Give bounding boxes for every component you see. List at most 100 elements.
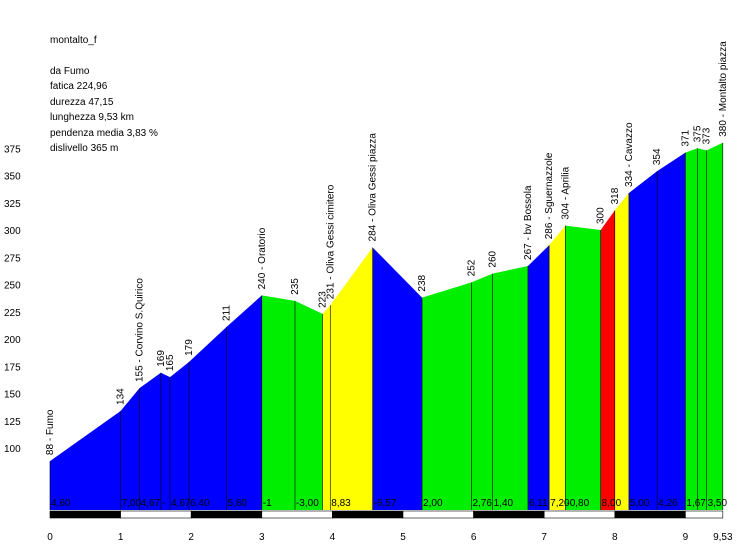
elevation-labels: 88 - Fumo 134 155 - Corvino S.Quirico 16916… [45, 41, 729, 455]
segment-fill [120, 388, 140, 510]
grade-label: 5,00 [630, 498, 650, 509]
segment-fill [492, 265, 528, 510]
segment-fill [189, 327, 227, 510]
grade-label: 3,50 [708, 498, 728, 509]
x-tick-label: 0 [47, 532, 53, 543]
segment-dividers [49, 142, 724, 510]
grade-label: 5,80 [228, 498, 248, 509]
grade-label: - [162, 498, 165, 509]
elevation-label: 334 - Cavazzo [624, 122, 635, 187]
y-tick-label: 175 [4, 362, 21, 373]
elevation-label: 375 [692, 125, 703, 142]
x-tick-label: 2 [188, 532, 194, 543]
segment-fill [226, 295, 262, 510]
elevation-label: 179 [184, 339, 195, 356]
x-tick-label: 5 [400, 532, 406, 543]
km-scale-segment [120, 510, 192, 519]
grade-label: 4,60 [51, 498, 71, 509]
elevation-label: 286 - Sguernazzole [544, 152, 555, 239]
grade-label: 7,20 [550, 498, 570, 509]
segment-fill [322, 305, 331, 510]
x-axis-ticks: 0 1 2 3 4 5 6 7 8 9 9,53 [47, 532, 733, 543]
x-tick-label: 6 [471, 532, 477, 543]
lunghezza-value: lunghezza 9,53 km [50, 112, 134, 123]
segment-fill [706, 142, 723, 511]
y-tick-label: 350 [4, 172, 21, 183]
elevation-label: 380 - Montalto piazza [718, 41, 729, 137]
grade-label: 1,67 [686, 498, 706, 509]
grade-label: 2,76 [472, 498, 492, 509]
km-scale-segment [402, 510, 474, 519]
elevation-label: 373 [702, 127, 713, 144]
elevation-label: 235 [290, 278, 301, 295]
info-block: montalto_f da Fumo fatica 224,96 durezza… [50, 33, 158, 157]
elevation-label: 318 [610, 187, 621, 204]
y-tick-label: 100 [4, 444, 21, 455]
km-scale-segment [49, 510, 121, 519]
segment-fill [372, 247, 423, 510]
km-scale-segment [190, 510, 263, 519]
x-tick-label: 3 [259, 532, 265, 543]
elevation-label: 223 [318, 291, 329, 308]
segment-fill [600, 210, 615, 510]
segment-fill [261, 295, 295, 510]
y-tick-label: 200 [4, 335, 21, 346]
segment-fill [628, 171, 658, 510]
km-scale-segment [614, 510, 686, 519]
grade-label: 2,00 [423, 498, 443, 509]
durezza-value: durezza 47,15 [50, 96, 114, 108]
y-tick-label: 125 [4, 417, 21, 428]
grade-label: -6,57 [374, 498, 397, 509]
segment-fill [50, 410, 121, 510]
segment-fill [614, 192, 629, 510]
segment-fill [657, 152, 686, 511]
elevation-label: 238 [417, 274, 428, 291]
segment-fill [330, 247, 373, 510]
pendenza-value: pendenza media 3,83 % [50, 127, 158, 139]
x-tick-label: 9,53 [713, 532, 733, 543]
elevation-label: 371 [680, 129, 691, 146]
dislivello-value: dislivello 365 m [50, 143, 119, 154]
grade-label: -3,00 [296, 498, 319, 509]
y-tick-label: 325 [4, 199, 21, 210]
elevation-label: 300 [596, 207, 607, 224]
grade-label: 8,83 [331, 498, 351, 509]
grade-label: 7,00 [122, 498, 142, 509]
elevation-label: 267 - bv Bossola [523, 185, 534, 260]
elevation-label: 354 [652, 148, 663, 165]
y-tick-label: 150 [4, 390, 21, 401]
grade-label: -0,80 [566, 498, 589, 509]
segment-fill [471, 273, 493, 510]
segment-fill [294, 300, 323, 510]
y-tick-label: 275 [4, 253, 21, 264]
km-scale-segment [473, 510, 545, 519]
km-scale-segment [543, 510, 616, 519]
segment-fill [565, 225, 601, 510]
elevation-label: 304 - Aprilia [560, 166, 571, 219]
x-tick-label: 7 [541, 532, 547, 543]
x-tick-label: 4 [330, 532, 336, 543]
start-location: da Fumo [50, 65, 90, 77]
segment-fill [685, 148, 698, 510]
elevation-label: 169 [156, 350, 167, 367]
elevation-label: 284 - Oliva Gessi piazza [368, 133, 379, 242]
segment-fills [50, 142, 723, 511]
segment-fill [527, 245, 550, 510]
fatica-value: fatica 224,96 [50, 81, 108, 92]
y-axis-ticks: 100 125 150 175 200 225 250 275 300 325 350 375 [4, 144, 21, 455]
elevation-label: 240 - Oratorio [257, 227, 268, 289]
chart-title: montalto_f [50, 35, 97, 46]
grade-label: 8,00 [602, 498, 622, 509]
grade-label: 4,26 [658, 498, 678, 509]
segment-fill [697, 148, 707, 510]
y-tick-label: 300 [4, 226, 21, 237]
grade-label: 4,67 [141, 498, 161, 509]
elevation-label: 155 - Corvino S.Quirico [135, 278, 146, 382]
grade-label: 6,40 [190, 498, 210, 509]
grade-label: -1 [263, 498, 272, 509]
x-tick-label: 1 [118, 532, 124, 543]
km-scale-segment [261, 510, 333, 519]
segment-fill [160, 372, 171, 510]
segment-fill [422, 282, 472, 510]
